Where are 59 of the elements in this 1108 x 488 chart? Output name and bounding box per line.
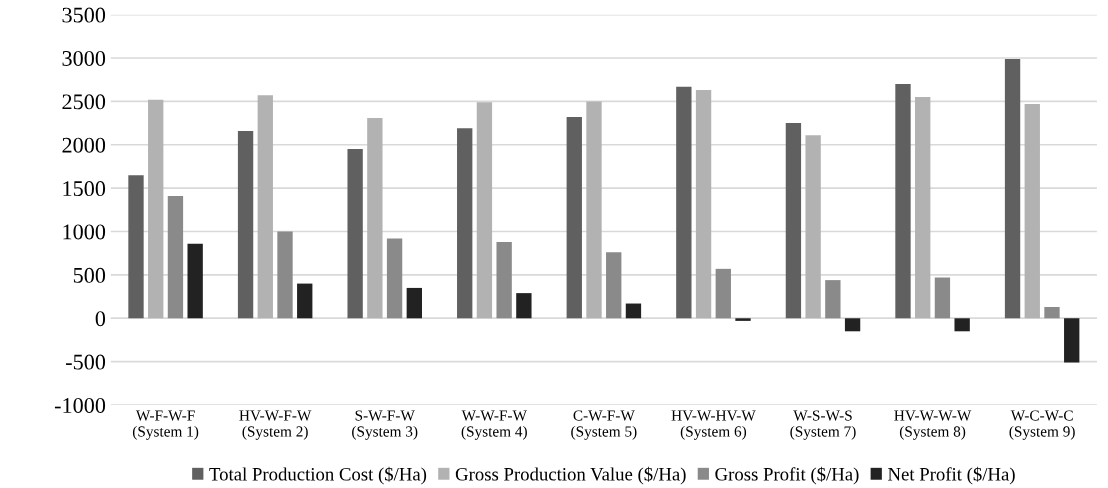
bar xyxy=(187,243,203,319)
bar xyxy=(386,238,403,319)
bar xyxy=(695,90,712,319)
y-tick-label: 1000 xyxy=(63,224,106,240)
bar xyxy=(237,130,254,319)
y-tick-label: -1000 xyxy=(54,397,106,413)
bar xyxy=(406,287,422,319)
bar xyxy=(277,231,293,319)
bar xyxy=(476,102,493,319)
x-tick-label: W-C-W-C (System 9) xyxy=(1009,410,1075,440)
legend-label: Gross Profit ($/Ha) xyxy=(715,466,859,485)
bar xyxy=(954,318,970,332)
bar xyxy=(844,318,861,332)
bar xyxy=(516,293,532,319)
x-tick-label: W-S-W-S (System 7) xyxy=(790,410,856,440)
bar xyxy=(915,97,931,319)
x-tick-label: HV-W-W-W (System 8) xyxy=(894,410,972,440)
bar xyxy=(496,241,512,319)
bar xyxy=(1044,307,1060,319)
bar xyxy=(676,86,692,319)
y-tick-label: 1500 xyxy=(63,181,106,197)
x-tick-label: HV-W-HV-W (System 6) xyxy=(671,410,756,440)
x-tick-label: W-F-W-F (System 1) xyxy=(132,410,199,440)
legend-label: Net Profit ($/Ha) xyxy=(888,466,1015,485)
bar xyxy=(347,149,363,319)
bar xyxy=(167,195,184,319)
x-tick-label: HV-W-F-W (System 2) xyxy=(239,410,312,440)
bar xyxy=(586,101,602,319)
y-tick-label: 2500 xyxy=(62,94,106,110)
y-tick-label: 3000 xyxy=(62,50,106,66)
x-tick-label: C-W-F-W (System 5) xyxy=(571,410,637,440)
bar xyxy=(367,117,383,319)
y-tick-label: 0 xyxy=(95,311,106,327)
bar xyxy=(257,95,273,319)
bar xyxy=(566,117,582,319)
bar xyxy=(128,175,144,319)
y-tick-label: 2000 xyxy=(62,137,106,153)
bar xyxy=(625,303,642,319)
bar xyxy=(715,268,731,319)
legend-label: Gross Production Value ($/Ha) xyxy=(455,466,686,485)
bar xyxy=(1064,318,1080,363)
bar xyxy=(895,84,911,319)
bar xyxy=(1004,58,1021,319)
bar xyxy=(148,99,164,319)
bar xyxy=(934,277,951,319)
bar xyxy=(457,128,473,319)
bar xyxy=(1024,104,1040,319)
bar xyxy=(805,135,821,319)
bar xyxy=(606,252,622,319)
x-tick-label: S-W-F-W (System 3) xyxy=(352,410,418,440)
bar xyxy=(735,318,751,321)
legend-label: Total Production Cost ($/Ha) xyxy=(209,466,427,485)
x-tick-label: W-W-F-W (System 4) xyxy=(461,410,527,440)
y-tick-label: -500 xyxy=(66,354,106,370)
y-tick-label: 500 xyxy=(73,267,106,283)
bar xyxy=(297,283,313,319)
bar xyxy=(785,123,802,319)
y-tick-label: 3500 xyxy=(62,7,106,23)
bar xyxy=(825,280,841,319)
